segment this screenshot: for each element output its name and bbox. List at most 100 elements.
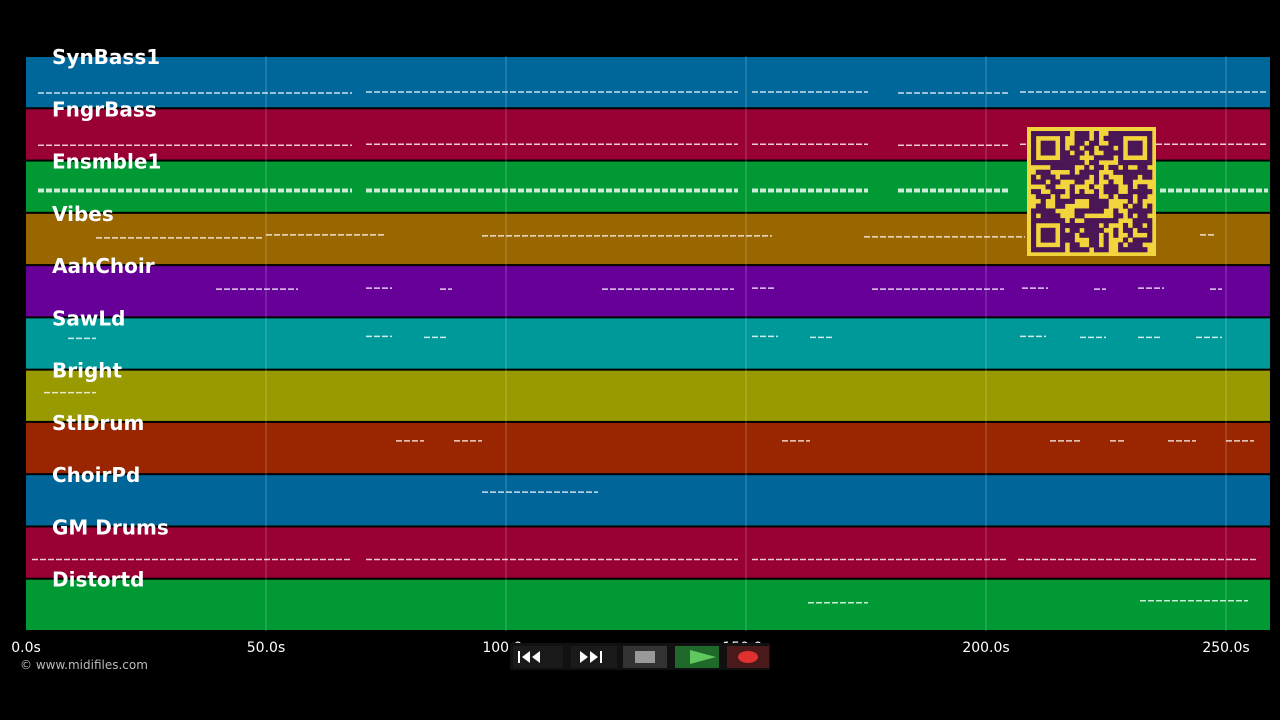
qr-module bbox=[1137, 150, 1143, 156]
rewind-button[interactable] bbox=[513, 646, 563, 668]
qr-module bbox=[1074, 135, 1080, 141]
qr-module bbox=[1142, 208, 1148, 214]
qr-module bbox=[1031, 222, 1037, 229]
qr-module bbox=[1108, 145, 1114, 151]
qr-module bbox=[1040, 232, 1046, 238]
qr-module bbox=[1137, 193, 1143, 200]
qr-module bbox=[1060, 198, 1066, 204]
qr-module bbox=[1142, 131, 1148, 137]
qr-module bbox=[1137, 203, 1143, 209]
qr-module bbox=[1060, 150, 1066, 156]
qr-module bbox=[1122, 169, 1129, 175]
qr-module bbox=[1040, 208, 1046, 214]
qr-module bbox=[1031, 155, 1037, 161]
qr-module bbox=[1084, 193, 1090, 200]
qr-module bbox=[1118, 145, 1124, 151]
qr-module bbox=[1113, 189, 1119, 195]
qr-module bbox=[1031, 208, 1037, 214]
qr-module bbox=[1035, 131, 1041, 137]
qr-module bbox=[1074, 179, 1080, 185]
qr-module bbox=[1040, 213, 1046, 219]
qr-module bbox=[1040, 174, 1046, 180]
qr-module bbox=[1137, 140, 1143, 146]
qr-module bbox=[1079, 189, 1085, 195]
qr-module bbox=[1035, 169, 1041, 175]
qr-module bbox=[1137, 227, 1143, 233]
qr-module bbox=[1060, 155, 1066, 161]
qr-module bbox=[1113, 150, 1119, 156]
qr-module bbox=[1147, 237, 1153, 243]
qr-module bbox=[1064, 131, 1071, 137]
qr-module bbox=[1055, 203, 1061, 209]
qr-module bbox=[1089, 242, 1095, 248]
qr-module bbox=[1079, 174, 1085, 180]
qr-module bbox=[1132, 174, 1138, 180]
qr-module bbox=[1064, 232, 1071, 238]
qr-module bbox=[1103, 145, 1109, 151]
qr-module bbox=[1132, 237, 1138, 243]
qr-module bbox=[1103, 150, 1109, 156]
qr-module bbox=[1050, 160, 1056, 166]
track-name: Bright bbox=[52, 359, 123, 383]
qr-module bbox=[1137, 242, 1143, 248]
qr-module bbox=[1122, 247, 1129, 253]
qr-module bbox=[1108, 155, 1114, 161]
time-label: 200.0s bbox=[962, 640, 1009, 656]
qr-module bbox=[1079, 169, 1085, 175]
qr-module bbox=[1074, 213, 1080, 219]
qr-module bbox=[1127, 131, 1133, 137]
qr-module bbox=[1050, 232, 1056, 238]
qr-module bbox=[1089, 208, 1095, 214]
qr-module bbox=[1113, 140, 1119, 146]
qr-module bbox=[1137, 131, 1143, 137]
qr-module bbox=[1103, 247, 1109, 253]
qr-module bbox=[1040, 160, 1046, 166]
qr-module bbox=[1079, 213, 1085, 219]
record-button[interactable] bbox=[727, 646, 769, 668]
qr-module bbox=[1079, 135, 1085, 141]
qr-module bbox=[1147, 140, 1153, 146]
track-lane bbox=[26, 475, 1270, 526]
track-name: SynBass1 bbox=[52, 45, 160, 69]
qr-module bbox=[1127, 208, 1133, 214]
qr-module bbox=[1060, 203, 1066, 209]
qr-module bbox=[1074, 131, 1080, 137]
qr-module bbox=[1093, 203, 1100, 209]
qr-module bbox=[1045, 218, 1051, 224]
fast-forward-button[interactable] bbox=[571, 646, 617, 668]
qr-module bbox=[1040, 145, 1046, 151]
qr-module bbox=[1079, 193, 1085, 200]
qr-module bbox=[1040, 203, 1046, 209]
qr-module bbox=[1113, 131, 1119, 137]
qr-module bbox=[1147, 232, 1153, 238]
qr-module bbox=[1113, 227, 1119, 233]
qr-module bbox=[1132, 150, 1138, 156]
qr-module bbox=[1137, 222, 1143, 229]
play-button[interactable] bbox=[675, 646, 719, 668]
qr-module bbox=[1098, 155, 1104, 161]
track-lane bbox=[26, 318, 1270, 369]
qr-module bbox=[1147, 160, 1153, 166]
qr-module bbox=[1040, 247, 1046, 253]
track-name: ChoirPd bbox=[52, 463, 140, 487]
qr-module bbox=[1137, 247, 1143, 253]
qr-module bbox=[1060, 164, 1066, 171]
qr-module bbox=[1069, 247, 1075, 253]
qr-module bbox=[1098, 164, 1104, 171]
qr-module bbox=[1069, 160, 1075, 166]
qr-module bbox=[1098, 227, 1104, 233]
stop-button[interactable] bbox=[623, 646, 667, 668]
qr-module bbox=[1074, 247, 1080, 253]
track-lane bbox=[26, 422, 1270, 474]
track-name: AahChoir bbox=[52, 254, 155, 278]
qr-module bbox=[1093, 169, 1100, 175]
qr-module bbox=[1108, 131, 1114, 137]
qr-module bbox=[1132, 218, 1138, 224]
qr-module bbox=[1103, 184, 1109, 190]
qr-module bbox=[1089, 140, 1095, 146]
qr-code bbox=[1027, 127, 1156, 256]
qr-module bbox=[1069, 169, 1075, 175]
qr-module bbox=[1147, 203, 1153, 209]
qr-module bbox=[1060, 247, 1066, 253]
